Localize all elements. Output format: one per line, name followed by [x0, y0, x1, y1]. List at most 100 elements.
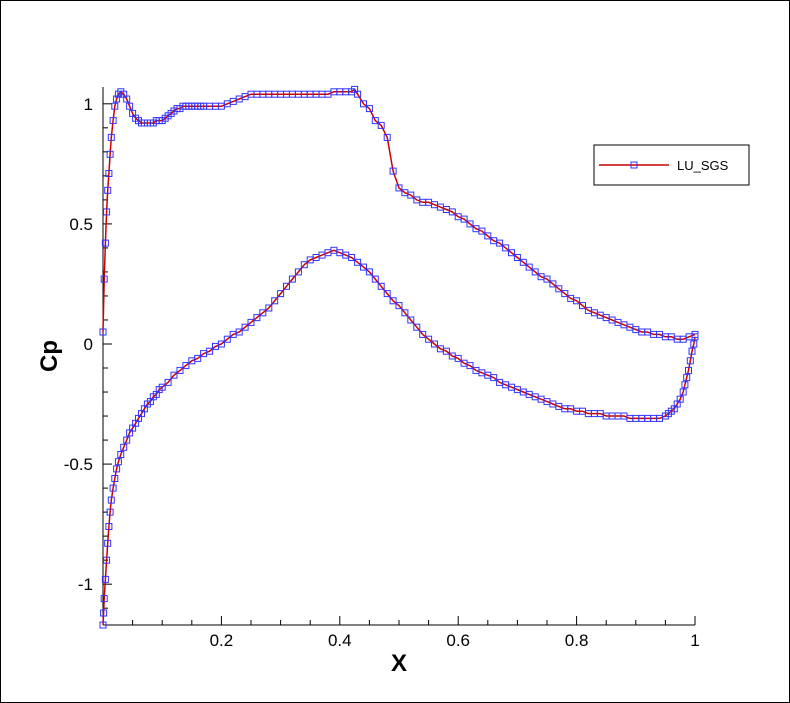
x-tick-label: 0.6: [446, 631, 470, 650]
data-point-lower: [389, 297, 397, 305]
data-point-lower: [454, 354, 462, 362]
data-point-upper: [395, 184, 403, 192]
data-point-lower: [300, 261, 308, 269]
data-point-lower: [259, 309, 267, 317]
data-point-lower: [117, 451, 125, 458]
data-point-upper: [519, 258, 527, 266]
data-point-lower: [223, 335, 231, 343]
data-point-upper: [484, 232, 492, 240]
data-point-lower: [425, 335, 433, 343]
data-point-lower: [354, 258, 362, 266]
data-point-upper: [113, 95, 121, 103]
data-series-layer: [99, 85, 699, 629]
x-tick-label: 1: [690, 631, 699, 650]
data-point-lower: [104, 539, 112, 547]
data-point-upper: [549, 280, 557, 288]
data-point-lower: [105, 523, 113, 530]
data-point-lower: [158, 383, 166, 391]
data-point-lower: [442, 347, 450, 355]
data-point-upper: [691, 330, 699, 338]
data-point-lower: [371, 275, 379, 283]
data-point-lower: [176, 366, 184, 374]
data-point-upper: [126, 102, 134, 110]
data-point-lower: [217, 340, 225, 348]
data-point-lower: [685, 366, 692, 374]
data-point-lower: [120, 443, 128, 451]
data-point-upper: [360, 100, 367, 108]
data-point-upper: [555, 285, 563, 293]
data-point-upper: [354, 90, 362, 98]
data-point-lower: [377, 282, 385, 290]
series-line-lower: [102, 249, 696, 626]
data-point-lower: [113, 465, 121, 473]
data-point-lower: [170, 371, 178, 379]
data-point-lower: [182, 362, 190, 370]
x-tick-label: 0.4: [328, 631, 352, 650]
data-point-upper: [478, 227, 486, 235]
data-point-upper: [101, 239, 109, 247]
data-point-lower: [395, 302, 403, 310]
data-point-lower: [681, 381, 689, 389]
legend: LU_SGS: [593, 144, 750, 186]
data-point-upper: [107, 133, 115, 141]
data-point-lower: [99, 621, 107, 629]
y-tick-label: -1: [78, 575, 93, 594]
data-point-upper: [109, 117, 117, 125]
data-point-lower: [383, 290, 391, 298]
data-point-upper: [371, 117, 379, 125]
data-point-upper: [100, 275, 108, 283]
data-point-upper: [496, 239, 504, 247]
data-point-upper: [407, 191, 415, 199]
data-point-lower: [247, 318, 255, 326]
data-point-lower: [419, 330, 427, 338]
data-point-upper: [123, 95, 131, 103]
data-point-lower: [676, 395, 684, 403]
data-point-upper: [114, 90, 122, 98]
data-point-lower: [407, 316, 415, 324]
data-point-lower: [109, 484, 117, 492]
data-point-lower: [103, 556, 111, 564]
data-point-upper: [103, 208, 111, 216]
data-point-upper: [508, 249, 515, 257]
data-point-lower: [294, 268, 302, 276]
data-point-lower: [114, 458, 122, 466]
data-point-lower: [271, 297, 279, 305]
data-point-upper: [579, 302, 586, 310]
data-point-lower: [401, 309, 409, 317]
data-point-lower: [100, 609, 108, 617]
data-point-lower: [283, 282, 290, 290]
data-point-upper: [365, 105, 373, 113]
y-tick-label: 0.5: [69, 215, 93, 234]
data-point-lower: [164, 378, 172, 386]
data-point-upper: [389, 167, 397, 175]
x-axis-title: X: [391, 650, 407, 677]
series-line-upper: [102, 88, 696, 340]
data-point-upper: [105, 170, 113, 177]
data-point-lower: [101, 575, 109, 583]
data-point-lower: [431, 340, 438, 348]
data-point-lower: [123, 436, 131, 444]
legend-marker-sample: [630, 161, 638, 169]
data-point-lower: [235, 328, 243, 336]
data-point-lower: [490, 374, 498, 382]
y-tick-label: -0.5: [64, 455, 93, 474]
data-point-upper: [525, 263, 533, 271]
x-tick-label: 0.2: [210, 631, 234, 650]
data-point-lower: [679, 388, 687, 396]
y-tick-label: 0: [84, 335, 93, 354]
data-point-lower: [111, 475, 119, 482]
y-tick-label: 1: [84, 95, 93, 114]
data-point-lower: [253, 314, 261, 322]
data-point-lower: [683, 374, 691, 382]
data-point-lower: [690, 340, 698, 348]
data-point-upper: [513, 254, 521, 261]
data-point-lower: [100, 595, 108, 603]
axis-ticks: 0.2 0.4 0.6 0.8 1 -1 -0.5 0 0.5 1: [64, 95, 700, 650]
data-point-lower: [265, 304, 273, 312]
data-point-lower: [107, 496, 115, 504]
y-axis-title: Cp: [36, 340, 63, 372]
data-point-lower: [106, 508, 114, 516]
data-point-upper: [99, 328, 107, 336]
